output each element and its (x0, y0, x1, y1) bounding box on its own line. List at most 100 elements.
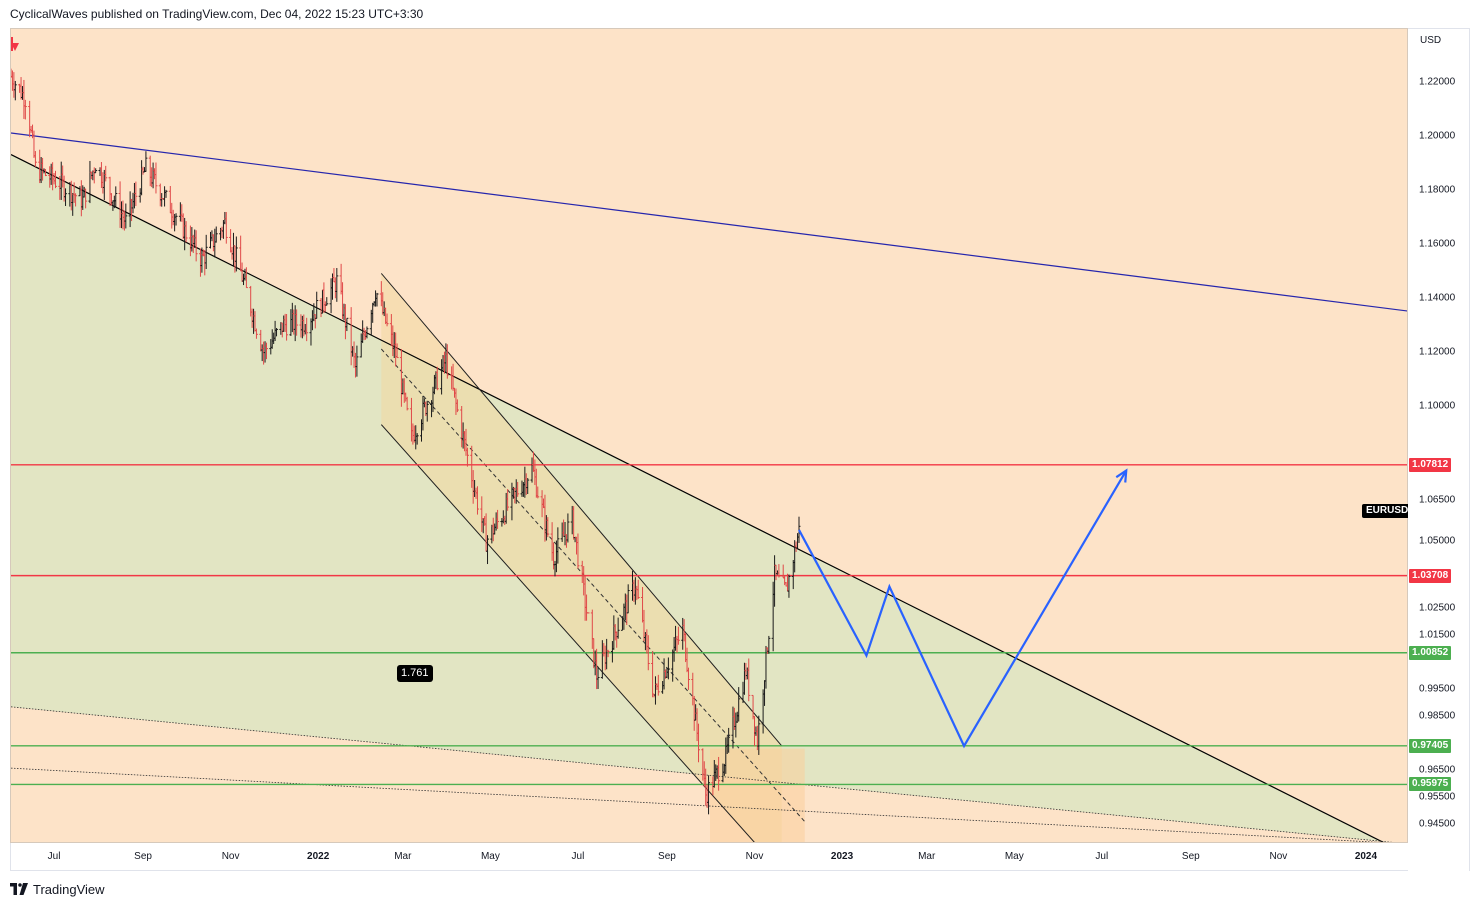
price-bar (365, 326, 369, 339)
time-tick-label: 2022 (307, 851, 330, 862)
projection-arrow-icon (1115, 468, 1128, 483)
channel-upper-line (380, 273, 783, 747)
time-tick-label: Nov (221, 851, 240, 862)
price-bar (164, 189, 168, 198)
footer: TradingView (10, 880, 105, 898)
time-scale[interactable]: Jul Sep Nov 2022 Mar May Jul Sep Nov 2023 Mar May Ju… (10, 843, 1408, 871)
channel-layer (380, 273, 806, 842)
price-bar (405, 396, 409, 411)
price-tick-label: 1.20000 (1419, 130, 1456, 142)
time-tick-label: Mar (394, 851, 412, 862)
price-bar (275, 328, 279, 337)
price-bar (94, 168, 98, 174)
price-bar (767, 635, 771, 654)
price-bar (345, 317, 349, 332)
price-bar (375, 292, 379, 307)
price-bar (33, 151, 37, 167)
price-bar (425, 400, 429, 422)
time-tick-label: Mar (918, 851, 936, 862)
price-bar (475, 486, 479, 515)
time-tick-label: May (1004, 851, 1024, 862)
time-tick-label: 2023 (830, 851, 854, 862)
price-tick-label: 1.05000 (1419, 535, 1456, 547)
price-bar (516, 481, 520, 497)
time-tick-label: 2024 (1354, 851, 1378, 862)
time-tick-label: Nov (1269, 851, 1288, 862)
price-scale[interactable]: USD 1.22000 1.20000 1.18000 1.16000 1.14000 1… (1408, 28, 1470, 871)
price-bar (305, 317, 309, 342)
price-bar (395, 343, 399, 359)
price-bar (154, 162, 158, 194)
time-tick-label: Sep (658, 851, 676, 862)
price-bar (727, 727, 731, 753)
price-bar (285, 313, 289, 341)
price-bar (194, 230, 198, 262)
price-bar (43, 168, 47, 177)
currency-label: USD (1420, 35, 1442, 46)
chart-area[interactable] (10, 28, 1408, 843)
price-bar (546, 517, 550, 538)
symbol-label: EURUSD (1362, 504, 1413, 518)
orange-box-zone (710, 748, 805, 842)
price-tick-label: 0.96500 (1419, 764, 1456, 776)
time-tick-label: Sep (1181, 851, 1200, 862)
price-bar (53, 170, 57, 189)
price-bar (737, 687, 741, 722)
price-bar (757, 715, 761, 755)
chart-plot[interactable] (11, 29, 1408, 843)
price-bar (626, 584, 630, 614)
price-bar (224, 212, 228, 244)
price-bar (717, 756, 721, 791)
price-bar (13, 80, 17, 101)
price-bar (676, 626, 680, 645)
price-bar (23, 99, 27, 120)
price-level-badge: 0.97405 (1409, 738, 1452, 753)
price-bar (174, 213, 178, 226)
price-tick-label: 0.99500 (1419, 683, 1456, 695)
price-bar (264, 342, 268, 360)
lower-dotted-line-1 (11, 706, 1393, 842)
price-bar (496, 509, 500, 529)
price-bar (455, 399, 459, 413)
price-bar (666, 657, 670, 680)
tradingview-logo-icon (10, 883, 28, 895)
price-bar (104, 165, 108, 182)
price-tick-label: 1.14000 (1419, 292, 1456, 304)
price-bar (214, 226, 218, 243)
price-bar (435, 366, 439, 391)
price-bar (606, 649, 610, 658)
price-level-badge: 1.03708 (1409, 568, 1452, 583)
price-bar (254, 328, 258, 339)
ratio-annotation: 1.761 (397, 665, 433, 682)
price-bar (64, 188, 68, 206)
price-bar (465, 447, 469, 467)
flag-stem (11, 37, 13, 51)
price-level-badge: 1.07812 (1409, 457, 1452, 472)
price-bar (184, 221, 188, 243)
price-bar (636, 579, 640, 599)
price-tick-label: 1.06500 (1419, 494, 1456, 506)
channel-lower-line (380, 424, 755, 842)
price-bar (385, 313, 389, 327)
price-level-badge: 1.00852 (1409, 645, 1452, 660)
upper-resistance-line (11, 132, 1407, 312)
price-bar (707, 775, 711, 815)
price-tick-label: 1.22000 (1419, 76, 1456, 88)
price-bar (576, 533, 580, 569)
price-bar (486, 535, 490, 565)
price-tick-label: 1.18000 (1419, 184, 1456, 196)
projection-path (798, 469, 1128, 749)
price-bar (777, 564, 781, 578)
price-tick-label: 1.12000 (1419, 346, 1456, 358)
time-tick-label: Jul (571, 851, 585, 862)
price-bar (355, 345, 359, 377)
price-bar (566, 513, 570, 543)
price-bar (506, 489, 510, 511)
price-bar (526, 478, 530, 495)
price-bar (787, 574, 791, 598)
price-bar (325, 297, 329, 306)
price-bar (536, 486, 540, 499)
price-bar (445, 344, 449, 379)
projection-layer (798, 468, 1128, 749)
price-bar (74, 193, 78, 207)
